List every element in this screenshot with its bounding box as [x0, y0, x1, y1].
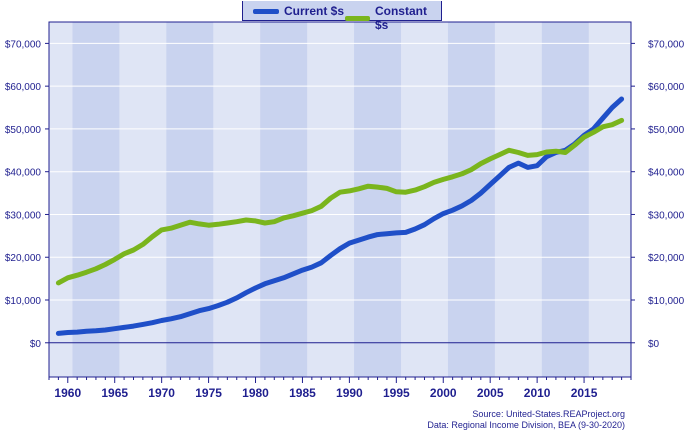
x-tick-label: 1980 [242, 386, 269, 400]
y-tick-label-right: $50,000 [648, 125, 685, 136]
plot-background [49, 22, 631, 377]
y-tick-label-right: $10,000 [648, 296, 685, 307]
legend-label-current: Current $s [284, 4, 345, 18]
x-tick-label: 1960 [54, 386, 81, 400]
y-axis-left-ticks: $0 $10,000 $20,000 $30,000 $40,000 $50,000 $60… [5, 39, 49, 350]
band [541, 22, 589, 377]
band [260, 22, 308, 377]
y-tick-label-right: $40,000 [648, 168, 685, 179]
band [72, 22, 120, 377]
legend-item-current: Current $s [253, 4, 344, 18]
x-tick-label: 2000 [430, 386, 457, 400]
legend-swatch-current [253, 8, 279, 14]
y-tick-label-right: $20,000 [648, 253, 685, 264]
x-axis-ticks: 1960 1965 1970 1975 1980 1985 1990 1995 2000 2005… [48, 377, 632, 400]
x-tick-label: 1965 [101, 386, 128, 400]
x-tick-label: 1995 [383, 386, 410, 400]
y-tick-label-right: $0 [648, 339, 660, 350]
x-tick-label: 1985 [289, 386, 316, 400]
data-credit-text: Data: Regional Income Division, BEA (9-3… [427, 420, 625, 430]
series-line-1 [55, 117, 625, 286]
series-lines [55, 96, 625, 336]
legend-swatch-constant [345, 15, 370, 21]
legend-label-constant: Constant $s [374, 4, 427, 32]
y-tick-label-right: $70,000 [648, 39, 685, 50]
legend-item-constant: Constant $s [345, 4, 441, 32]
y-tick-label-left: $0 [30, 339, 42, 350]
x-tick-label: 2010 [524, 386, 551, 400]
y-tick-label-left: $70,000 [5, 39, 42, 50]
source-text: Source: United-States.REAProject.org [472, 409, 625, 419]
x-tick-label: 1975 [195, 386, 222, 400]
y-tick-label-left: $50,000 [5, 125, 42, 136]
x-tick-label: 1990 [336, 386, 363, 400]
series-line-0 [55, 96, 625, 336]
y-axis-right-ticks: $0 $10,000 $20,000 $30,000 $40,000 $50,000 $60… [631, 39, 685, 350]
band [354, 22, 402, 377]
y-tick-label-left: $20,000 [5, 253, 42, 264]
x-tick-label: 1970 [148, 386, 175, 400]
legend: Current $s Constant $s [242, 1, 442, 32]
horizontal-gridlines [49, 42, 631, 301]
y-tick-label-left: $40,000 [5, 168, 42, 179]
x-tick-label: 2005 [477, 386, 504, 400]
y-tick-label-left: $30,000 [5, 210, 42, 221]
y-tick-label-right: $60,000 [648, 82, 685, 93]
y-tick-label-left: $10,000 [5, 296, 42, 307]
y-tick-label-right: $30,000 [648, 210, 685, 221]
band [166, 22, 214, 377]
x-tick-label: 2015 [571, 386, 598, 400]
y-tick-label-left: $60,000 [5, 82, 42, 93]
